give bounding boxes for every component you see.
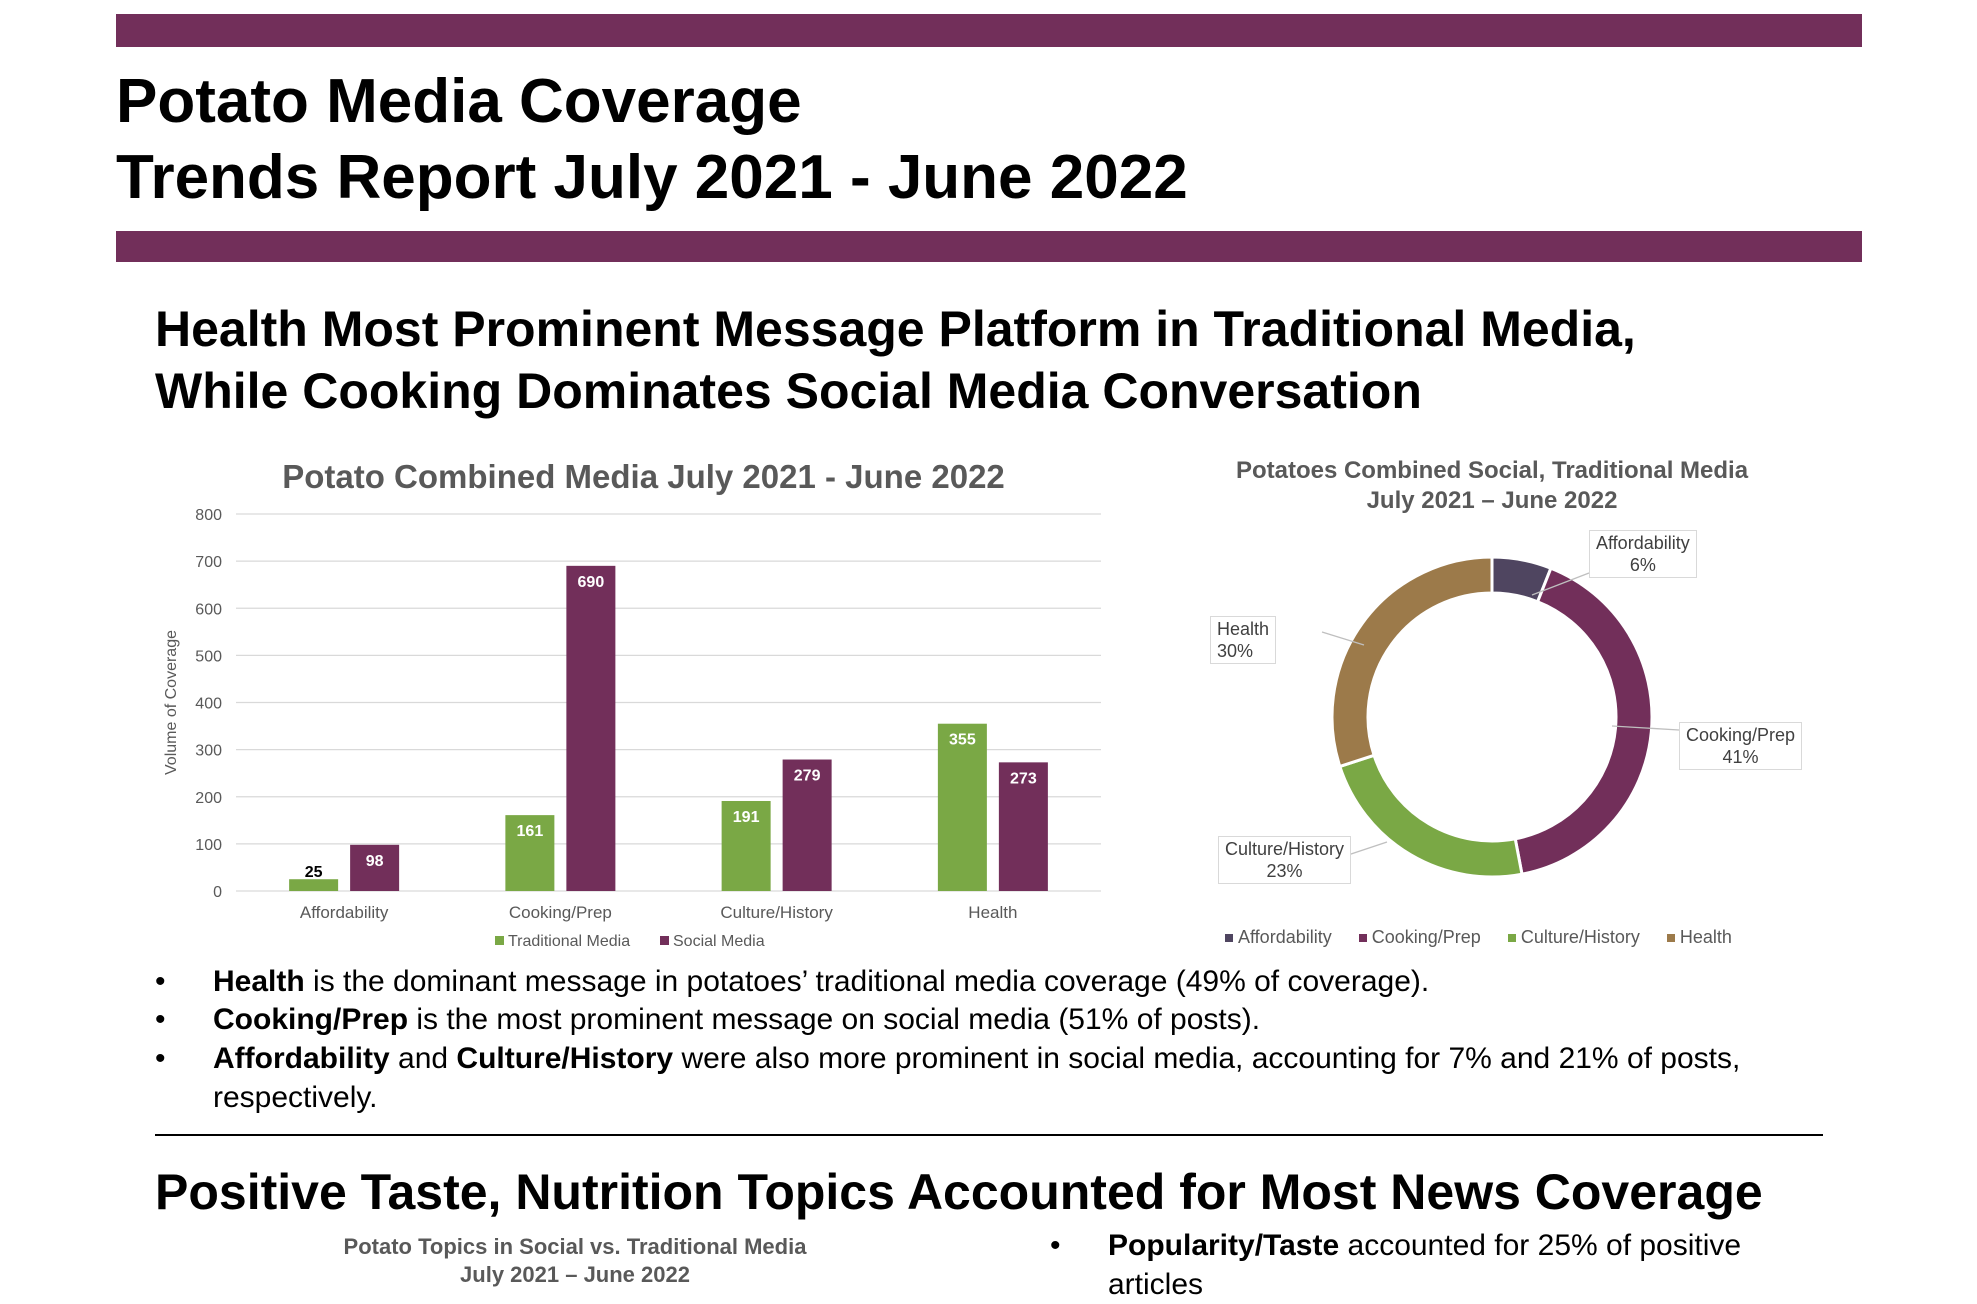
legend-label: Health — [1679, 927, 1732, 947]
bar-traditional-media — [937, 723, 987, 891]
label-value: 23% — [1266, 861, 1303, 881]
y-axis-label: Volume of Coverage — [163, 630, 180, 775]
bar-social-media — [350, 844, 400, 891]
legend-label: Cooking/Prep — [1371, 927, 1481, 947]
label-name: Culture/History — [1225, 839, 1345, 859]
label-name: Affordability — [1596, 533, 1690, 553]
donut-label-health: Health 30% — [1210, 616, 1277, 664]
label-name: Health — [1217, 619, 1270, 639]
legend-label: Social Media — [673, 933, 765, 950]
label-value: 41% — [1722, 747, 1759, 767]
label-value: 6% — [1629, 555, 1656, 575]
bullet-text: and — [389, 1042, 457, 1075]
data-label: 279 — [794, 768, 821, 785]
data-label: 161 — [517, 823, 544, 840]
bar-chart: Potato Combined Media July 2021 - June 2… — [163, 458, 1101, 950]
x-tick-label: Culture/History — [720, 903, 833, 922]
donut-label-culture: Culture/History 23% — [1218, 836, 1352, 884]
donut-slice-cooking-prep — [1513, 566, 1654, 876]
y-tick-label: 400 — [195, 696, 222, 713]
bullet-dot: • — [1050, 1229, 1061, 1262]
bullet-dot: • — [155, 1003, 166, 1036]
data-label: 273 — [1010, 770, 1037, 787]
bottom-accent-bar — [116, 231, 1862, 262]
y-tick-label: 500 — [195, 648, 222, 665]
x-tick-label: Cooking/Prep — [509, 903, 612, 922]
bullet-dot: • — [155, 965, 166, 998]
label-name: Cooking/Prep — [1686, 725, 1796, 745]
legend-label: Traditional Media — [508, 933, 630, 950]
data-label: 690 — [578, 574, 605, 591]
donut-label-cooking: Cooking/Prep 41% — [1679, 722, 1803, 770]
report-title-line1: Potato Media Coverage — [116, 67, 802, 136]
data-label: 355 — [949, 732, 976, 749]
section2-chart-title-line1: Potato Topics in Social vs. Traditional … — [343, 1234, 807, 1259]
donut-label-affordability: Affordability 6% — [1589, 530, 1697, 578]
leader-line — [1611, 725, 1680, 731]
y-tick-label: 700 — [195, 554, 222, 571]
section-divider — [155, 1134, 1823, 1136]
data-label: 25 — [305, 864, 323, 881]
bullet-text: articles — [1108, 1268, 1204, 1301]
donut-title-line1: Potatoes Combined Social, Traditional Me… — [1235, 457, 1749, 484]
bullet-bold: Affordability — [213, 1042, 390, 1075]
top-accent-bar — [116, 14, 1862, 47]
bullet-text: is the most prominent message on social … — [408, 1003, 1261, 1036]
x-tick-label: Health — [968, 903, 1017, 922]
bar-social-media — [782, 759, 832, 891]
y-tick-label: 0 — [213, 884, 222, 901]
legend-item: Affordability — [1225, 927, 1332, 947]
data-label: 98 — [366, 853, 384, 870]
donut-slice-culture-history — [1337, 753, 1524, 879]
bullet-bold: Health — [213, 965, 305, 998]
y-tick-label: 600 — [195, 601, 222, 618]
bullet-text: accounted for 25% of positive — [1339, 1229, 1742, 1262]
report-title-line2: Trends Report July 2021 - June 2022 — [116, 143, 1188, 212]
donut-legend: Affordability Cooking/Prep Culture/Histo… — [1225, 927, 1754, 948]
bar-social-media — [566, 565, 616, 891]
bar-traditional-media — [289, 879, 339, 891]
legend-item: Culture/History — [1507, 927, 1640, 947]
bullet-dot: • — [155, 1042, 166, 1075]
bullet-bold: Cooking/Prep — [213, 1003, 409, 1036]
bar-traditional-media — [721, 800, 771, 891]
legend-item: Health — [1666, 927, 1732, 947]
section2-heading: Positive Taste, Nutrition Topics Account… — [155, 1164, 1763, 1220]
section2-chart-title-line2: July 2021 – June 2022 — [460, 1262, 690, 1287]
y-tick-label: 300 — [195, 743, 222, 760]
label-value: 30% — [1217, 641, 1254, 661]
legend-swatch — [660, 936, 669, 945]
data-label: 191 — [733, 809, 760, 826]
leader-line — [1321, 631, 1365, 646]
y-tick-label: 800 — [195, 507, 222, 524]
bullet-bold: Culture/History — [456, 1042, 674, 1075]
leader-line — [1531, 572, 1590, 596]
donut-slice-health — [1330, 555, 1494, 769]
bullet-bold: Popularity/Taste — [1108, 1229, 1340, 1262]
legend-label: Affordability — [1238, 927, 1332, 947]
legend-label: Culture/History — [1520, 927, 1640, 947]
section1-heading-line2: While Cooking Dominates Social Media Con… — [155, 363, 1422, 419]
x-tick-label: Affordability — [300, 903, 389, 922]
chart-title: Potato Combined Media July 2021 - June 2… — [282, 458, 1005, 495]
legend-swatch — [495, 936, 504, 945]
bar-traditional-media — [505, 815, 555, 891]
bar-social-media — [998, 762, 1048, 891]
bullet-text: is the dominant message in potatoes’ tra… — [304, 965, 1430, 998]
legend-item: Cooking/Prep — [1358, 927, 1481, 947]
y-tick-label: 100 — [195, 837, 222, 854]
donut-title-line2: July 2021 – June 2022 — [1366, 487, 1618, 514]
section1-heading-line1: Health Most Prominent Message Platform i… — [155, 301, 1636, 357]
y-tick-label: 200 — [195, 790, 222, 807]
donut-chart — [1317, 555, 1680, 879]
bullet-text: were also more prominent in social media… — [213, 1042, 1741, 1114]
